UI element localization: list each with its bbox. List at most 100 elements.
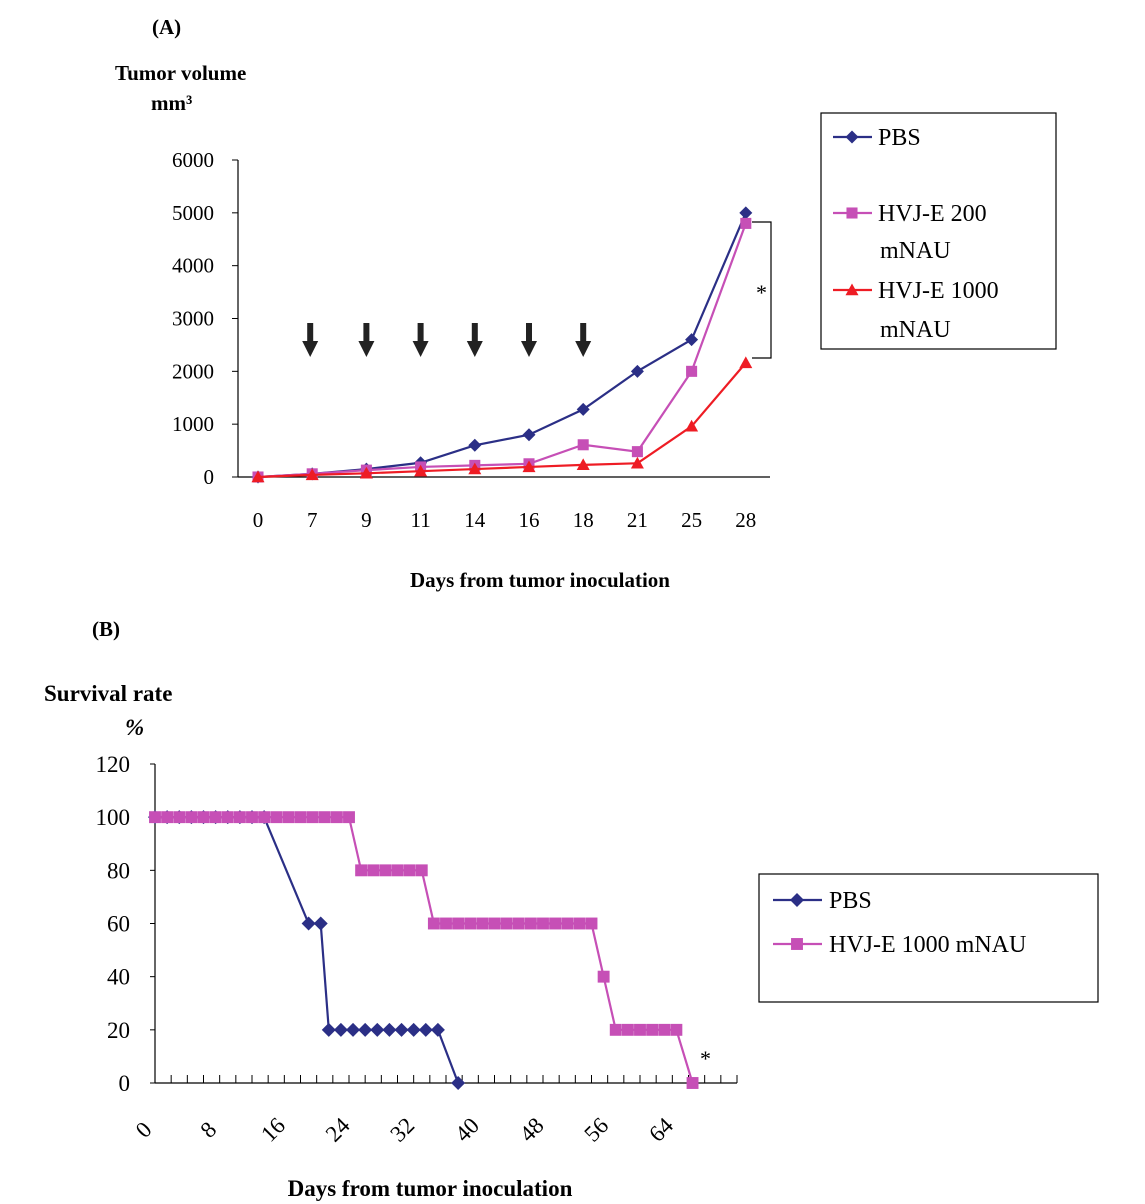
data-point <box>358 1022 373 1037</box>
data-point <box>630 364 644 378</box>
data-point <box>233 811 246 824</box>
data-point <box>577 439 589 451</box>
data-point <box>282 811 295 824</box>
data-point <box>524 917 537 930</box>
legend-marker <box>791 938 803 950</box>
data-point <box>258 811 271 824</box>
series-line <box>155 816 460 1084</box>
data-point <box>430 1022 445 1037</box>
data-point <box>343 811 355 824</box>
x-tick-label: 21 <box>627 508 648 532</box>
data-point <box>197 811 210 824</box>
treatment-arrow-head <box>575 341 592 357</box>
significance-star: * <box>756 280 767 305</box>
y-tick-label: 5000 <box>172 201 214 225</box>
y-tick-label: 0 <box>204 465 215 489</box>
data-point <box>427 917 440 930</box>
y-tick-label: 4000 <box>172 254 214 278</box>
treatment-arrow-head <box>521 341 537 357</box>
y-tick-label: 1000 <box>172 412 214 436</box>
data-point <box>333 1022 348 1037</box>
treatment-arrow-head <box>302 341 319 357</box>
panel-b-xlabel: Days from tumor inoculation <box>288 1176 573 1201</box>
data-point <box>597 970 610 983</box>
panel-b-ylabel: Survival rate <box>44 681 172 706</box>
data-point <box>391 864 404 877</box>
data-point <box>522 428 536 442</box>
data-point <box>631 446 643 458</box>
data-point <box>468 462 482 475</box>
data-point <box>452 917 465 930</box>
series-line <box>257 362 747 479</box>
data-point <box>537 917 549 930</box>
data-point <box>161 811 174 824</box>
significance-bracket <box>752 221 772 359</box>
legend-label: HVJ-E 200 <box>878 201 987 227</box>
data-point <box>415 864 428 877</box>
x-tick-label: 16 <box>519 508 540 532</box>
data-point <box>246 811 258 824</box>
data-point <box>251 470 265 483</box>
data-point <box>394 1022 409 1037</box>
legend-label-line2: mNAU <box>880 238 951 264</box>
data-point <box>685 419 699 432</box>
significance-star: * <box>700 1046 711 1071</box>
data-point <box>330 811 343 824</box>
data-point <box>301 916 316 931</box>
data-point <box>305 468 319 481</box>
data-point <box>646 1023 659 1036</box>
data-point <box>488 917 501 930</box>
data-point <box>403 864 416 877</box>
panel-a-yunit: mm³ <box>151 91 192 115</box>
data-point <box>355 864 368 877</box>
y-tick-label: 20 <box>107 1018 130 1043</box>
data-point <box>406 1022 421 1037</box>
data-point <box>451 1076 466 1090</box>
legend-box <box>820 112 1057 350</box>
legend-marker <box>845 130 859 144</box>
data-point <box>573 917 586 930</box>
y-tick-label: 0 <box>119 1071 131 1096</box>
data-point <box>576 402 590 416</box>
data-point <box>621 1023 634 1036</box>
data-point <box>270 811 283 824</box>
y-tick-label: 60 <box>107 912 130 937</box>
legend-marker <box>790 893 804 907</box>
x-tick-label: 25 <box>681 508 702 532</box>
data-point <box>149 811 161 824</box>
data-point <box>414 464 428 477</box>
y-tick-label: 120 <box>96 752 131 777</box>
data-point <box>500 917 513 930</box>
panel-a-ylabel: Tumor volume <box>115 61 246 85</box>
data-point <box>418 1022 433 1037</box>
data-point <box>468 438 482 452</box>
x-tick-label: 8 <box>195 1117 221 1143</box>
data-point <box>209 811 222 824</box>
x-tick-label: 9 <box>361 508 372 532</box>
data-point <box>630 456 644 469</box>
legend-label: PBS <box>829 888 872 914</box>
data-point <box>609 1023 622 1036</box>
data-point <box>321 1022 336 1037</box>
data-point <box>221 811 234 824</box>
legend-label-line2: mNAU <box>880 317 951 343</box>
panel-a-plot: 0 1000 2000 3000 4000 5000 6000 0 7 9 11 14 16 18 21 25… <box>172 148 772 532</box>
x-tick-label: 24 <box>321 1112 355 1146</box>
x-tick-label: 56 <box>579 1113 613 1147</box>
y-tick-label: 40 <box>107 965 130 990</box>
x-tick-label: 64 <box>644 1112 678 1146</box>
data-point <box>379 864 392 877</box>
data-point <box>464 917 477 930</box>
data-point <box>185 811 198 824</box>
y-tick-label: 100 <box>96 805 131 830</box>
data-point <box>576 458 590 471</box>
panel-b-label: (B) <box>92 617 120 641</box>
treatment-arrow-head <box>412 341 429 357</box>
x-tick-label: 40 <box>450 1113 484 1147</box>
x-tick-label: 28 <box>735 508 756 532</box>
data-point <box>686 365 698 377</box>
data-point <box>382 1022 397 1037</box>
data-point <box>512 917 525 930</box>
x-tick-label: 18 <box>573 508 594 532</box>
legend-box <box>758 873 1099 1003</box>
